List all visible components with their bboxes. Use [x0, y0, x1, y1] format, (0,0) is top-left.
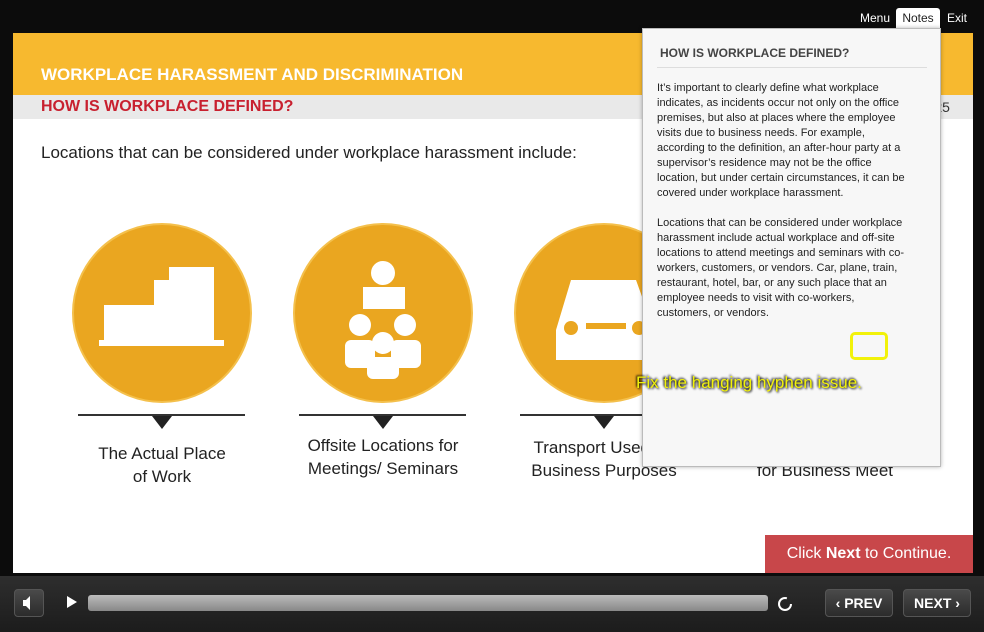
notes-paragraph: Locations that can be considered under w… [657, 217, 905, 319]
replay-button[interactable] [774, 593, 796, 620]
workplace-icon [72, 223, 252, 403]
text: Next [825, 545, 861, 562]
text: of Work [132, 467, 192, 486]
intro-text: Locations that can be considered under w… [41, 143, 577, 162]
item-label: Offsite Locations for Meetings/ Seminars [273, 434, 493, 480]
notes-body: It’s important to clearly define what wo… [657, 81, 907, 336]
annotation: Fix the hanging hyphen issue. [636, 373, 862, 392]
notes-tab[interactable]: Notes [896, 8, 940, 30]
item-label: The Actual Place of Work [52, 442, 272, 488]
seek-bar[interactable] [88, 595, 768, 611]
text: to Continue. [860, 545, 952, 562]
replay-icon [778, 597, 792, 611]
pointer [373, 416, 393, 429]
text: Business Purposes [531, 461, 677, 480]
volume-button[interactable] [14, 589, 44, 617]
notes-divider [657, 67, 927, 68]
slide-subtitle: HOW IS WORKPLACE DEFINED? [41, 98, 294, 115]
notes-title: HOW IS WORKPLACE DEFINED? [660, 46, 850, 60]
slide-title: WORKPLACE HARASSMENT AND DISCRIMINATION [41, 65, 464, 84]
highlight-box [850, 332, 888, 360]
text: The Actual Place [98, 444, 226, 463]
text: Offsite Locations for [307, 436, 459, 455]
play-button[interactable] [56, 589, 86, 617]
notes-panel: HOW IS WORKPLACE DEFINED? It’s important… [642, 28, 941, 467]
text: Meetings/ Seminars [307, 459, 459, 478]
text: Click [786, 545, 826, 562]
text: PREV [844, 595, 883, 611]
notes-paragraph: It’s important to clearly define what wo… [657, 82, 905, 199]
item-label: Transport Used for Business Purposes [494, 436, 714, 482]
text: Transport Used for [533, 438, 675, 457]
pointer [594, 416, 614, 429]
offsite-icon [293, 223, 473, 403]
divider [299, 414, 466, 416]
prev-button[interactable]: ‹ PREV [825, 589, 893, 617]
next-button[interactable]: NEXT › [903, 589, 971, 617]
menu-tab[interactable]: Menu [859, 11, 891, 25]
pointer [152, 416, 172, 429]
text: NEXT [914, 595, 952, 611]
continue-prompt: Click Next to Continue. [765, 535, 973, 573]
play-icon [67, 596, 77, 608]
exit-tab[interactable]: Exit [946, 11, 967, 25]
divider [78, 414, 245, 416]
people-icon [345, 261, 421, 379]
divider [520, 414, 687, 416]
building-icon [99, 267, 224, 346]
car-icon [556, 280, 654, 360]
volume-icon [23, 596, 30, 610]
